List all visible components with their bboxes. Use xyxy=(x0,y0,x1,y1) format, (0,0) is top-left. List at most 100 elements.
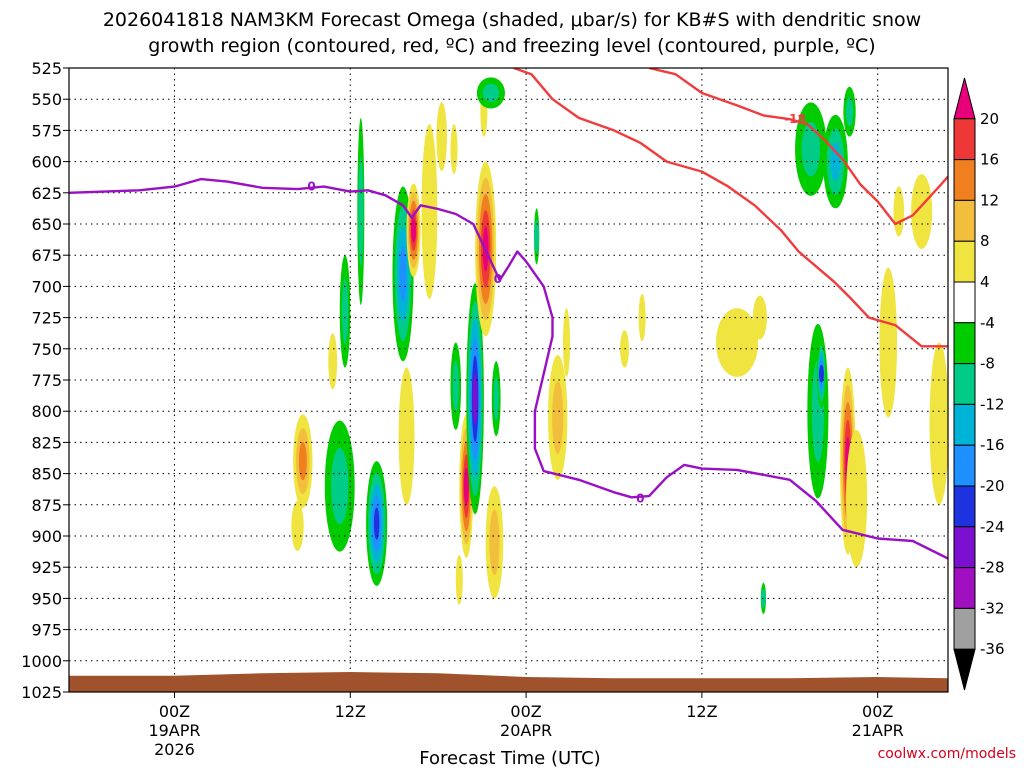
colorbar-segment xyxy=(953,607,976,650)
omega-shade-37-0 xyxy=(893,186,905,237)
colorbar-segment xyxy=(953,485,976,528)
omega-shade-0-2 xyxy=(298,441,307,481)
chart-title-line-1: 2026041818 NAM3KM Forecast Omega (shaded… xyxy=(103,9,921,31)
y-tick-label: 550 xyxy=(31,90,62,109)
colorbar-tick-label: 4 xyxy=(980,273,990,291)
y-tick-label: 725 xyxy=(31,309,62,328)
omega-shade-7-3 xyxy=(399,246,407,302)
x-tick-date: 20APR xyxy=(500,721,552,740)
colorbar-segment xyxy=(953,199,976,242)
omega-shade-6-4 xyxy=(373,507,380,540)
colorbar-tick-label: 20 xyxy=(980,110,999,128)
omega-shade-35-0 xyxy=(846,429,868,568)
freezing-level-line xyxy=(69,177,948,560)
omega-shade-12-0 xyxy=(450,124,458,175)
omega-shade-9-0 xyxy=(398,367,415,505)
omega-shade-15-5 xyxy=(472,373,478,424)
colorbar-tick-label: -4 xyxy=(980,314,995,332)
colorbar-segment xyxy=(953,444,976,487)
dgz-contour-line-2 xyxy=(648,68,948,226)
omega-shade-39-0 xyxy=(929,342,948,505)
omega-shade-13-1 xyxy=(452,360,459,412)
omega-shade-18-1 xyxy=(493,376,499,421)
omega-shade-29-1 xyxy=(801,121,821,177)
omega-shade-1-0 xyxy=(291,501,304,551)
colorbar: 20 16 12 8 4 -4 -8 -12 -16 -20 -24 -28 -32 -36 xyxy=(953,77,1005,691)
colorbar-segment xyxy=(953,403,976,446)
x-tick-label: 00Z xyxy=(862,702,893,721)
y-tick-label: 800 xyxy=(31,402,62,421)
colorbar-segment xyxy=(953,159,976,201)
omega-shade-14-4 xyxy=(463,467,469,505)
freezing-level-label: 0 xyxy=(307,180,315,194)
x-tick-label: 00Z xyxy=(510,702,541,721)
x-tick-date: 19APR xyxy=(148,721,200,740)
colorbar-tick-label: -8 xyxy=(980,355,995,373)
omega-shade-2-0 xyxy=(328,333,338,390)
dgz-contour-label: -18 xyxy=(784,112,806,126)
omega-shade-10-0 xyxy=(421,124,438,299)
y-tick-label: 1000 xyxy=(21,652,62,671)
y-axis-tick-labels: 525 550 575 600 625 650 675 700 725 750 775 800 825 8… xyxy=(21,59,69,702)
omega-shade-28-0 xyxy=(752,295,767,340)
colorbar-segment xyxy=(953,240,976,283)
omega-shade-27-0 xyxy=(715,308,759,377)
colorbar-tick-label: 16 xyxy=(980,151,999,169)
x-axis-title: Forecast Time (UTC) xyxy=(419,748,600,768)
y-tick-label: 825 xyxy=(31,433,62,452)
x-tick-label: 12Z xyxy=(686,702,717,721)
omega-shade-20-0 xyxy=(455,554,463,605)
omega-shade-4-1 xyxy=(341,278,349,345)
omega-shade-30-2 xyxy=(830,142,841,181)
omega-shade-31-1 xyxy=(845,97,854,127)
y-tick-label: 575 xyxy=(31,121,62,140)
omega-shade-3-1 xyxy=(331,447,349,525)
freezing-level-label: 0 xyxy=(636,492,644,506)
credit-link[interactable]: coolwx.com/models xyxy=(878,746,1016,762)
x-tick-year: 2026 xyxy=(154,740,195,759)
y-tick-label: 650 xyxy=(31,215,62,234)
omega-shade-21-1 xyxy=(482,83,500,103)
omega-shade-36-0 xyxy=(879,267,898,418)
y-tick-label: 900 xyxy=(31,527,62,546)
y-tick-label: 975 xyxy=(31,621,62,640)
y-tick-label: 525 xyxy=(31,59,62,78)
omega-shade-17-1 xyxy=(489,509,500,575)
colorbar-segment xyxy=(953,281,976,324)
omega-shade-24-0 xyxy=(562,308,571,377)
y-tick-label: 1025 xyxy=(21,683,62,702)
y-tick-label: 950 xyxy=(31,589,62,608)
x-tick-label: 12Z xyxy=(335,702,366,721)
colorbar-segment xyxy=(953,567,976,609)
dgz-contour-line xyxy=(513,68,948,348)
omega-shade-11-0 xyxy=(436,102,447,171)
colorbar-segment xyxy=(953,118,976,161)
y-tick-label: 700 xyxy=(31,277,62,296)
x-tick-date: 21APR xyxy=(852,721,904,740)
colorbar-tick-label: -36 xyxy=(980,640,1005,658)
y-tick-label: 875 xyxy=(31,496,62,515)
y-tick-label: 750 xyxy=(31,340,62,359)
y-tick-label: 625 xyxy=(31,184,62,203)
colorbar-tick-label: 8 xyxy=(980,232,990,250)
omega-shade-5-1 xyxy=(358,156,364,267)
colorbar-tick-label: -16 xyxy=(980,436,1005,454)
terrain-fill xyxy=(69,672,948,692)
colorbar-tick-label: -20 xyxy=(980,477,1005,495)
colorbar-segment xyxy=(953,322,976,365)
colorbar-tick-label: -32 xyxy=(980,599,1005,617)
colorbar-tick-label: -24 xyxy=(980,518,1005,536)
colorbar-segment xyxy=(953,77,976,120)
colorbar-tick-label: 12 xyxy=(980,191,999,209)
y-tick-label: 925 xyxy=(31,558,62,577)
plot-area: 0 0 0 -18 xyxy=(68,67,949,693)
y-tick-label: 775 xyxy=(31,371,62,390)
colorbar-tick-label: -12 xyxy=(980,395,1005,413)
omega-shade-8-4 xyxy=(411,218,417,243)
omega-shade-38-0 xyxy=(911,174,933,249)
colorbar-segment xyxy=(953,363,976,405)
omega-shade-22-1 xyxy=(534,220,540,253)
freezing-level-label: 0 xyxy=(494,272,502,286)
chart-title-line-2: growth region (contoured, red, ºC) and f… xyxy=(148,35,875,57)
